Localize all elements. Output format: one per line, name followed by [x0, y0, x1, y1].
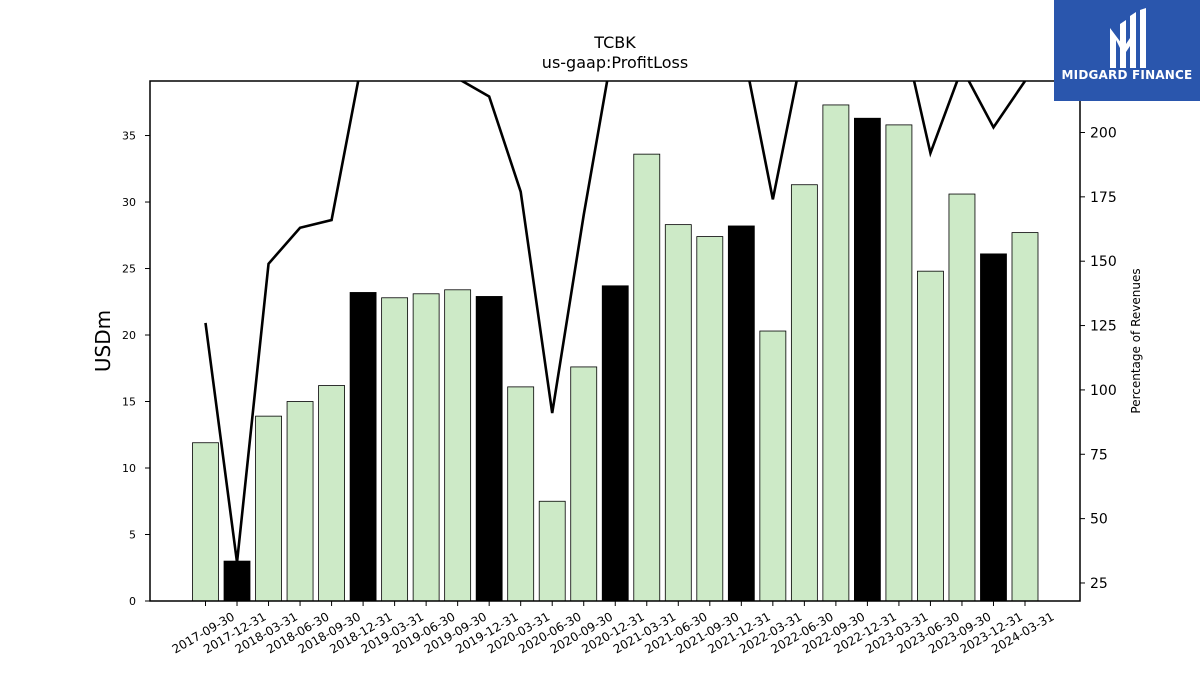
logo-mark-icon [1110, 8, 1146, 68]
percentage-line [204, 81, 1027, 563]
logo-text: MIDGARD FINANCE [1061, 68, 1193, 82]
x-axis: 2017-09-302017-12-312018-03-312018-06-30… [170, 601, 1057, 656]
bar-2021-03-31 [633, 153, 661, 602]
bar-2017-09-30 [192, 442, 219, 602]
left-tick-label: 15 [122, 396, 136, 409]
bar-2021-12-31 [727, 225, 755, 602]
bar-2020-06-30 [538, 500, 566, 602]
bar-2021-09-30 [696, 236, 724, 602]
bar-2020-12-31 [601, 285, 629, 602]
bar-2020-03-31 [507, 386, 535, 602]
y2-axis-label: Percentage of Revenues [1129, 268, 1143, 413]
right-tick-label: 25 [1090, 576, 1108, 592]
right-tick-label: 200 [1090, 125, 1117, 141]
bar-2018-03-31 [255, 415, 282, 602]
bar-2022-12-31 [854, 117, 881, 602]
left-tick-label: 5 [129, 529, 136, 542]
bar-2018-06-30 [286, 401, 314, 602]
right-tick-label: 50 [1090, 512, 1108, 528]
right-tick-label: 175 [1090, 190, 1117, 206]
left-tick-label: 25 [122, 263, 136, 276]
bar-2019-12-31 [475, 296, 503, 602]
bar-2023-03-31 [885, 124, 913, 602]
left-tick-label: 35 [122, 130, 136, 143]
bar-2023-09-30 [948, 193, 976, 602]
bar-2020-09-30 [570, 366, 598, 602]
bar-2022-03-31 [759, 330, 787, 602]
right-axis: 25 50 75 100 125 150 175 200 [1080, 125, 1117, 592]
bar-2021-06-30 [664, 224, 692, 602]
bar-2019-09-30 [444, 289, 472, 602]
bar-2023-12-31 [980, 253, 1007, 602]
left-tick-label: 20 [122, 329, 136, 342]
left-tick-label: 10 [122, 462, 136, 475]
bar-2022-09-30 [822, 104, 850, 602]
right-tick-label: 150 [1090, 254, 1117, 270]
bar-2018-12-31 [349, 292, 377, 602]
bar-2019-06-30 [412, 293, 440, 602]
chart-title: TCBK [593, 33, 636, 52]
bars-group [192, 104, 1039, 602]
right-tick-label: 100 [1090, 383, 1117, 399]
left-axis: 0 5 10 15 20 25 30 35 [122, 130, 150, 608]
left-tick-label: 30 [122, 196, 136, 209]
right-tick-label: 75 [1090, 447, 1108, 463]
chart-subtitle: us-gaap:ProfitLoss [542, 53, 688, 72]
right-tick-label: 125 [1090, 319, 1117, 335]
bar-2019-03-31 [381, 297, 409, 602]
y-axis-label: USDm [91, 310, 115, 372]
left-tick-label: 0 [129, 595, 136, 608]
bar-2023-06-30 [917, 270, 944, 602]
bar-2018-09-30 [318, 385, 345, 602]
bar-2022-06-30 [790, 184, 818, 602]
bar-2024-03-31 [1011, 232, 1039, 602]
midgard-finance-logo: MIDGARD FINANCE [1054, 0, 1200, 101]
bar-2017-12-31 [223, 560, 251, 602]
line-group [204, 81, 1027, 563]
